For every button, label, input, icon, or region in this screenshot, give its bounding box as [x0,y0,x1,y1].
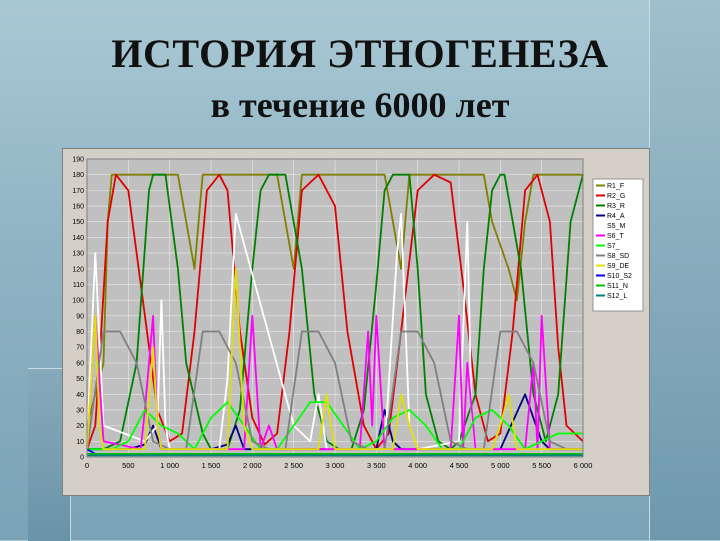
series-line [87,401,583,451]
x-tick-label: 3 500 [367,461,386,470]
y-tick-label: 170 [72,188,84,195]
series-lines [86,173,584,457]
y-tick-label: 20 [76,423,84,430]
y-tick-label: 140 [72,235,84,242]
legend-label: S8_SD [607,253,629,260]
decorative-right-panel [649,0,720,540]
x-tick-label: 1 500 [202,461,221,470]
y-tick-label: 30 [76,407,84,414]
x-tick-label: 3 000 [326,461,345,470]
x-tick-label: 2 000 [243,461,262,470]
series-line [86,173,584,451]
y-tick-label: 90 [76,313,84,320]
slide-title: ИСТОРИЯ ЭТНОГЕНЕЗА [111,31,609,76]
legend-label: S7_ [607,243,620,250]
legend: R1_F R2_G R3_R R4_A S5_M S6_T S7_ S8_SD S9_DE S10… [592,178,644,312]
y-tick-label: 50 [76,376,84,383]
y-tick-label: 150 [72,219,84,226]
legend-box [592,178,644,312]
x-tick-label: 4 000 [408,461,427,470]
y-tick-label: 40 [76,392,84,399]
series-line [86,173,583,426]
slide-subtitle: в течение 6000 лет [210,85,510,125]
y-tick-label: 180 [72,172,84,179]
x-tick-label: 0 [85,461,89,470]
plot-border [86,158,584,458]
legend-label: S10_S2 [607,273,632,280]
y-tick-label: 160 [72,204,84,211]
y-tick-label: 60 [76,360,84,367]
y-tick-label: 110 [73,282,84,289]
y-tick-label: 190 [72,157,84,164]
x-tick-label: 1 000 [160,461,179,470]
chart-frame: 0 10 20 30 40 50 60 70 80 90 100 110 120 130 140 150 160… [62,148,650,496]
x-tick-label: 5 000 [491,461,510,470]
legend-label: R3_R [607,203,625,210]
axes: 0 10 20 30 40 50 60 70 80 90 100 110 120 130 140 150 160… [72,157,592,471]
y-tick-label: 0 [80,455,84,462]
legend-label: S9_DE [607,263,630,270]
y-tick-label: 80 [76,329,84,336]
legend-label: R1_F [607,183,624,190]
x-tick-label: 500 [122,461,135,470]
legend-label: S5_M [607,223,625,230]
legend-label: R2_G [607,193,625,200]
y-tick-label: 10 [76,439,84,446]
series-line [86,267,583,451]
ethnogenesis-line-chart: 0 10 20 30 40 50 60 70 80 90 100 110 120 130 140 150 160… [63,149,649,495]
y-tick-label: 100 [72,298,84,305]
legend-label: R4_A [607,213,625,220]
y-tick-label: 130 [72,251,84,258]
legend-label: S11_N [607,283,628,290]
y-tick-label: 120 [72,266,84,273]
x-tick-label: 5 500 [532,461,551,470]
legend-label: S12_L [607,293,627,300]
y-tick-label: 70 [76,345,84,352]
x-tick-label: 2 500 [284,461,303,470]
x-tick-label: 6 000 [574,461,593,470]
legend-label: S6_T [607,233,624,240]
x-tick-label: 4 500 [450,461,469,470]
